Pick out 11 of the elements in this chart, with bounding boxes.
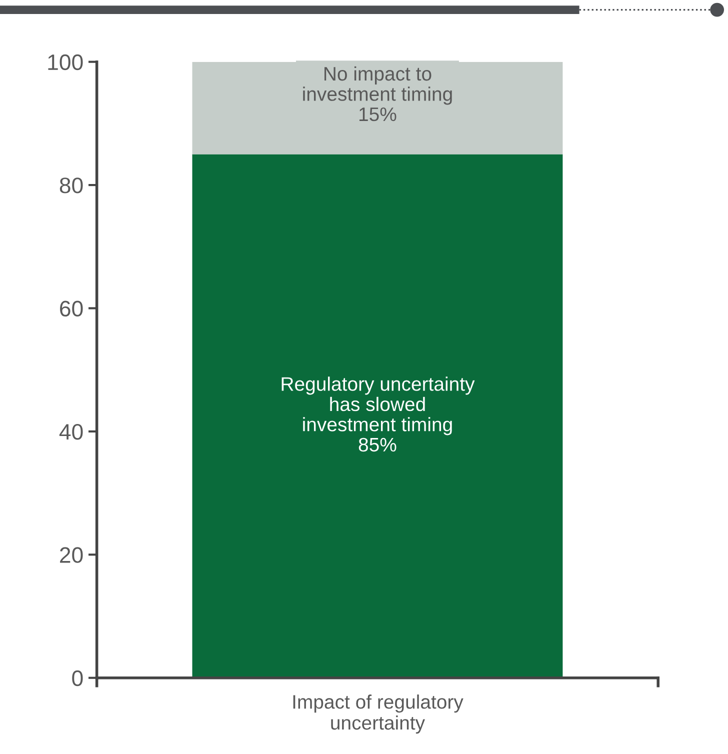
y-tick-label: 0	[72, 670, 83, 686]
y-tick-label: 60	[60, 300, 83, 317]
y-tick-label: 40	[59, 424, 83, 440]
series-label: No impact to investment timing	[303, 66, 452, 105]
series-label: Regulatory uncertainty has slowed investment timing	[282, 376, 475, 436]
data-label: 15%	[359, 107, 396, 122]
y-tick-label: 20	[60, 547, 83, 563]
x-tick-label: Impact of regulatory uncertainty	[293, 694, 464, 734]
y-tick-label: 100	[48, 54, 83, 70]
data-label: 85%	[358, 438, 396, 452]
y-tick-label: 80	[60, 178, 83, 194]
